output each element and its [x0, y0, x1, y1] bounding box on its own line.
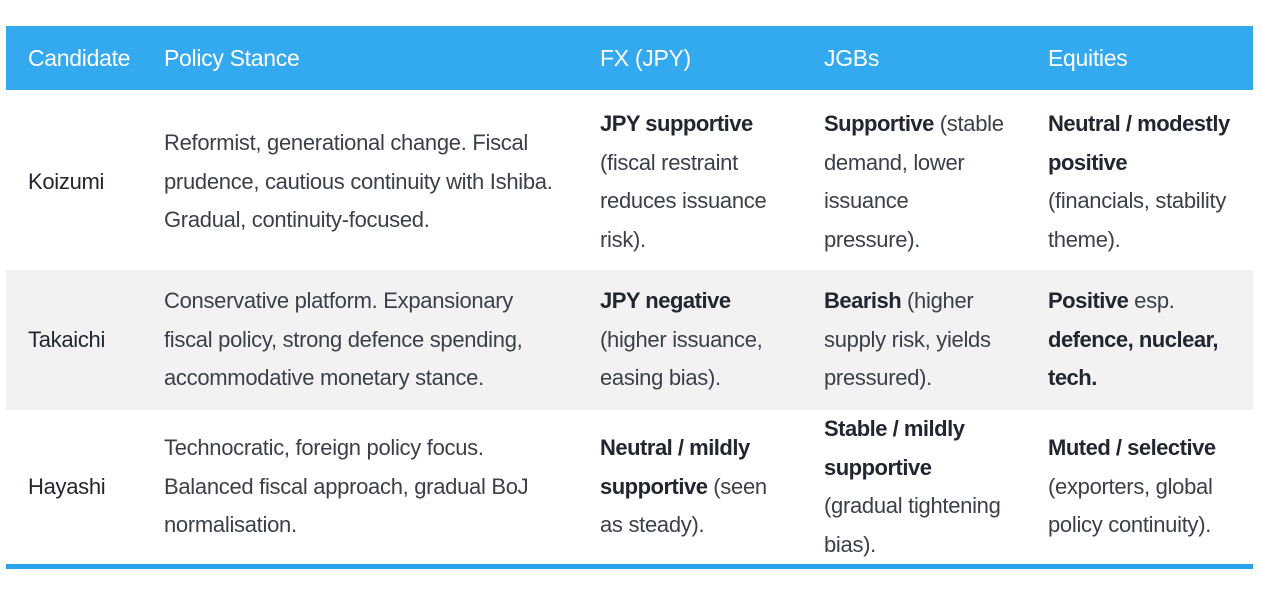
equities-verdict: Positive	[1048, 288, 1129, 314]
jgbs-detail: (stable demand, lower issuance pressure)…	[824, 111, 1004, 252]
column-header-policy-stance: Policy Stance	[164, 44, 300, 71]
column-header-equities: Equities	[1048, 44, 1128, 71]
equities-detail: (exporters, global policy continuity).	[1048, 473, 1213, 538]
table-row-koizumi: Koizumi Reformist, generational change. …	[6, 90, 1253, 270]
fx-cell: Neutral / mildly supportive (seen as ste…	[578, 410, 802, 564]
equities-sectors: defence, nuclear, tech.	[1048, 326, 1219, 391]
jgbs-detail: (gradual tightening bias).	[824, 493, 1001, 557]
column-header-fx-jpy: FX (JPY)	[600, 44, 691, 71]
table-row-takaichi: Takaichi Conservative platform. Expansio…	[6, 270, 1253, 410]
jgbs-cell: Stable / mildly supportive (gradual tigh…	[802, 410, 1026, 564]
equities-detail: (financials, stability theme).	[1048, 188, 1227, 252]
jgbs-verdict: Bearish	[824, 288, 902, 314]
table-row-hayashi: Hayashi Technocratic, foreign policy foc…	[6, 410, 1253, 564]
fx-detail: (seen as steady).	[600, 473, 767, 538]
table-header: Candidate Policy Stance FX (JPY) JGBs Eq…	[6, 26, 1253, 90]
fx-cell: JPY negative (higher issuance, easing bi…	[578, 270, 802, 410]
policy-stance-cell: Technocratic, foreign policy focus. Bala…	[164, 435, 529, 538]
jgbs-verdict: Stable / mildly supportive	[824, 416, 965, 480]
equities-cell: Positive esp. defence, nuclear, tech.	[1026, 270, 1253, 410]
candidate-name: Takaichi	[28, 326, 106, 352]
column-header-candidate: Candidate	[28, 44, 131, 71]
equities-verdict: Muted / selective	[1048, 435, 1216, 461]
jgbs-cell: Supportive (stable demand, lower issuanc…	[802, 90, 1026, 270]
policy-stance-cell: Reformist, generational change. Fiscal p…	[164, 130, 553, 233]
jgbs-cell: Bearish (higher supply risk, yields pres…	[802, 270, 1026, 410]
fx-verdict: JPY negative	[600, 288, 731, 314]
header-row: Candidate Policy Stance FX (JPY) JGBs Eq…	[6, 26, 1253, 90]
comparison-table: Candidate Policy Stance FX (JPY) JGBs Eq…	[6, 26, 1253, 564]
fx-verdict: Neutral / mildly supportive	[600, 435, 750, 499]
fx-detail: (higher issuance, easing bias).	[600, 326, 763, 391]
candidate-name: Hayashi	[28, 473, 106, 499]
table-bottom-rule	[6, 564, 1253, 569]
candidate-market-impact-table: Candidate Policy Stance FX (JPY) JGBs Eq…	[6, 26, 1253, 569]
fx-verdict: JPY supportive	[600, 111, 753, 136]
equities-cell: Muted / selective (exporters, global pol…	[1026, 410, 1253, 564]
jgbs-verdict: Supportive	[824, 111, 934, 136]
equities-detail: esp.	[1128, 288, 1175, 314]
equities-verdict: Neutral / modestly positive	[1048, 111, 1230, 175]
jgbs-detail: (higher supply risk, yields pressured).	[824, 288, 991, 391]
policy-stance-cell: Conservative platform. Expansionary fisc…	[164, 288, 523, 391]
table-body: Koizumi Reformist, generational change. …	[6, 90, 1253, 564]
column-header-jgbs: JGBs	[824, 44, 880, 71]
fx-detail: (fiscal restraint reduces issuance risk)…	[600, 149, 767, 252]
fx-cell: JPY supportive (fiscal restraint reduces…	[578, 90, 802, 270]
equities-cell: Neutral / modestly positive (financials,…	[1026, 90, 1253, 270]
candidate-name: Koizumi	[28, 168, 105, 194]
